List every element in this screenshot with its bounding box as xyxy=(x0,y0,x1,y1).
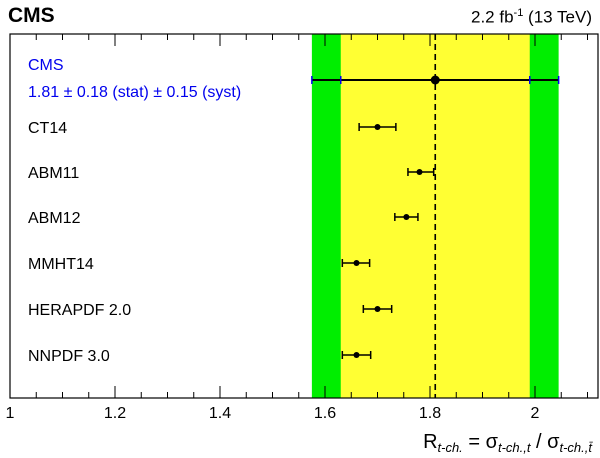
prediction-label: ABM12 xyxy=(28,210,81,227)
prediction-herapdf-2-0 xyxy=(362,305,393,313)
x-axis-ticks: 1 1.2 1.4 1.6 1.8 2 xyxy=(6,34,588,422)
prediction-abm12 xyxy=(394,213,419,221)
prediction-label: MMHT14 xyxy=(28,256,94,273)
x-tick-label: 1.6 xyxy=(314,405,336,422)
prediction-nnpdf-3-0 xyxy=(341,351,372,359)
measurement-point xyxy=(430,75,440,85)
prediction-ct14 xyxy=(358,123,397,131)
prediction-point xyxy=(374,306,381,312)
prediction-label: HERAPDF 2.0 xyxy=(28,302,131,319)
measurement-result: 1.81 ± 0.18 (stat) ± 0.15 (syst) xyxy=(28,84,241,101)
prediction-label: ABM11 xyxy=(28,165,79,182)
prediction-label: NNPDF 3.0 xyxy=(28,348,110,365)
prediction-point xyxy=(353,352,360,358)
energy-label: (13 TeV) xyxy=(523,7,592,27)
x-tick-label: 1.4 xyxy=(209,405,231,422)
x-tick-label: 1 xyxy=(6,405,15,422)
lumi-value: 2.2 fb xyxy=(471,7,514,27)
prediction-markers xyxy=(341,123,435,359)
prediction-mmht14 xyxy=(341,259,371,267)
prediction-point xyxy=(353,260,360,266)
x-tick-label: 1.2 xyxy=(104,405,126,422)
row-labels: CMS 1.81 ± 0.18 (stat) ± 0.15 (syst) CT1… xyxy=(28,57,241,365)
x-tick-label: 1.8 xyxy=(419,405,441,422)
measurement-marker xyxy=(311,75,560,85)
prediction-point xyxy=(403,214,410,220)
luminosity-label: 2.2 fb-1 (13 TeV) xyxy=(471,7,592,28)
prediction-label: CT14 xyxy=(28,120,67,137)
prediction-point xyxy=(374,124,381,130)
x-axis-label: Rt-ch. = σt-ch.,t / σt-ch.,t̄ xyxy=(423,431,593,455)
prediction-point xyxy=(416,169,423,175)
x-tick-label: 2 xyxy=(531,405,540,422)
plot-frame xyxy=(9,33,599,399)
experiment-label: CMS xyxy=(8,4,55,27)
measurement-name: CMS xyxy=(28,57,64,74)
prediction-abm11 xyxy=(407,168,435,176)
lumi-exponent: -1 xyxy=(513,7,524,19)
